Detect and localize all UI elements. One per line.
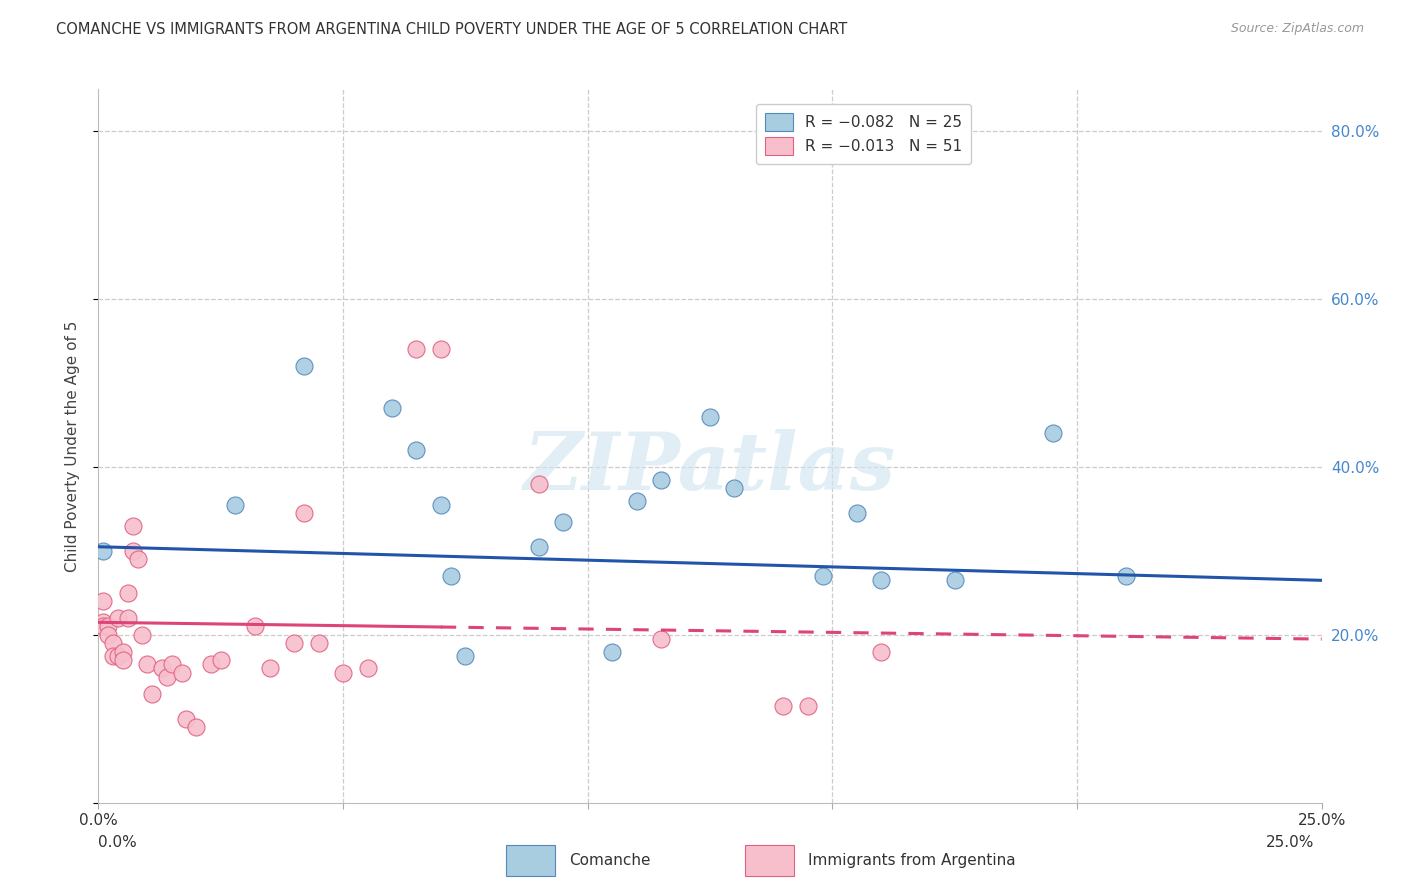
Point — [356, 661, 378, 675]
Point — [650, 632, 672, 646]
Point — [170, 665, 193, 680]
Point — [283, 636, 305, 650]
Point — [97, 619, 120, 633]
Point — [723, 481, 745, 495]
Text: 0.0%: 0.0% — [98, 836, 138, 850]
Point — [430, 498, 453, 512]
Text: Source: ZipAtlas.com: Source: ZipAtlas.com — [1230, 22, 1364, 36]
Point — [101, 636, 124, 650]
Point — [870, 574, 893, 588]
Point — [943, 574, 966, 588]
Point — [91, 594, 114, 608]
Point — [430, 343, 453, 357]
Point — [176, 712, 198, 726]
Y-axis label: Child Poverty Under the Age of 5: Child Poverty Under the Age of 5 — [65, 320, 80, 572]
Point — [553, 515, 575, 529]
Point — [308, 636, 330, 650]
Point — [454, 648, 477, 663]
Point — [186, 720, 208, 734]
Point — [200, 657, 222, 672]
Point — [527, 476, 550, 491]
Point — [91, 615, 114, 630]
Text: 25.0%: 25.0% — [1267, 836, 1315, 850]
Point — [600, 645, 623, 659]
Point — [136, 657, 159, 672]
Point — [1042, 426, 1064, 441]
Point — [650, 473, 672, 487]
Point — [870, 645, 893, 659]
FancyBboxPatch shape — [745, 846, 794, 876]
Point — [440, 569, 463, 583]
Point — [772, 699, 794, 714]
Point — [121, 544, 143, 558]
Text: Comanche: Comanche — [569, 854, 651, 868]
Point — [243, 619, 266, 633]
Text: ZIPatlas: ZIPatlas — [524, 429, 896, 506]
Point — [527, 540, 550, 554]
Point — [405, 343, 427, 357]
Point — [381, 401, 404, 416]
Point — [91, 619, 114, 633]
Point — [111, 645, 134, 659]
Point — [699, 409, 721, 424]
Point — [626, 493, 648, 508]
Point — [1115, 569, 1137, 583]
Point — [141, 687, 163, 701]
Point — [405, 443, 427, 458]
Point — [121, 518, 143, 533]
Point — [107, 611, 129, 625]
Point — [292, 359, 315, 374]
Text: COMANCHE VS IMMIGRANTS FROM ARGENTINA CHILD POVERTY UNDER THE AGE OF 5 CORRELATI: COMANCHE VS IMMIGRANTS FROM ARGENTINA CH… — [56, 22, 848, 37]
Point — [209, 653, 232, 667]
Point — [97, 628, 120, 642]
Point — [127, 552, 149, 566]
Point — [224, 498, 246, 512]
Point — [107, 648, 129, 663]
Point — [292, 506, 315, 520]
Point — [156, 670, 179, 684]
FancyBboxPatch shape — [506, 846, 555, 876]
Legend: R = −0.082   N = 25, R = −0.013   N = 51: R = −0.082 N = 25, R = −0.013 N = 51 — [756, 104, 972, 164]
Point — [259, 661, 281, 675]
Point — [332, 665, 354, 680]
Point — [117, 611, 139, 625]
Point — [117, 586, 139, 600]
Point — [797, 699, 820, 714]
Point — [150, 661, 173, 675]
Point — [131, 628, 153, 642]
Point — [160, 657, 183, 672]
Point — [845, 506, 868, 520]
Point — [101, 648, 124, 663]
Text: Immigrants from Argentina: Immigrants from Argentina — [808, 854, 1017, 868]
Point — [91, 544, 114, 558]
Point — [111, 653, 134, 667]
Point — [811, 569, 834, 583]
